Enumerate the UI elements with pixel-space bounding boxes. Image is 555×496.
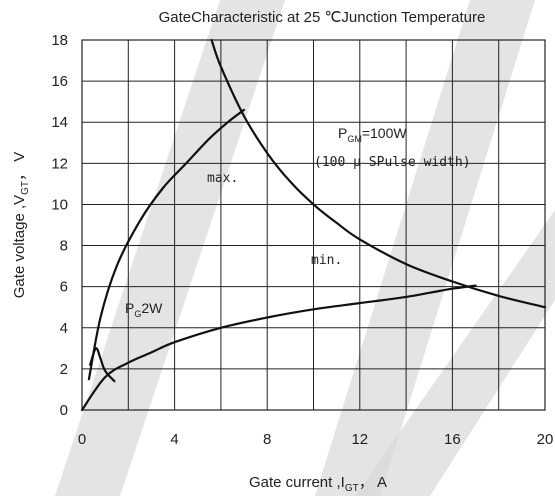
x-axis-label-unit: ， A bbox=[359, 474, 387, 491]
pgm-label-main: P bbox=[338, 125, 347, 141]
curve-min bbox=[80, 284, 477, 412]
pg-label-value: 2W bbox=[141, 300, 163, 316]
watermark-stripe-3 bbox=[355, 210, 555, 496]
pg-label: PG2W bbox=[125, 300, 163, 319]
pulse-width-label: (100 μ SPulse width) bbox=[314, 155, 471, 170]
min-label: min. bbox=[311, 253, 342, 268]
x-tick-label: 16 bbox=[444, 431, 461, 448]
y-axis-tick-labels: 0 2 4 6 8 10 12 14 16 18 bbox=[51, 32, 68, 419]
y-tick-label: 14 bbox=[51, 114, 68, 131]
pg-label-main: P bbox=[125, 300, 134, 316]
x-tick-label: 20 bbox=[537, 431, 554, 448]
y-tick-label: 8 bbox=[60, 238, 68, 255]
y-axis-label-unit: ， V bbox=[11, 152, 28, 181]
pgm-label-value: =100W bbox=[362, 125, 408, 141]
max-label: max. bbox=[207, 171, 238, 186]
x-axis-label-text: Gate current ,I bbox=[249, 474, 345, 491]
y-tick-label: 2 bbox=[60, 361, 68, 378]
x-tick-label: 0 bbox=[78, 431, 86, 448]
grid-lines bbox=[82, 40, 545, 410]
watermark-stripe-1 bbox=[55, 0, 285, 496]
x-axis-label-sub: GT bbox=[345, 483, 359, 494]
x-tick-label: 4 bbox=[170, 431, 178, 448]
watermark-stripe-2 bbox=[315, 0, 535, 496]
pg-label-sub: G bbox=[134, 309, 141, 319]
y-tick-label: 0 bbox=[60, 402, 68, 419]
x-axis-label: Gate current ,IGT， A bbox=[249, 474, 387, 494]
x-tick-label: 12 bbox=[351, 431, 368, 448]
pgm-label: PGM=100W bbox=[338, 125, 407, 144]
watermark-stripes bbox=[55, 0, 555, 496]
y-tick-label: 6 bbox=[60, 279, 68, 296]
pgm-label-sub: GM bbox=[347, 134, 362, 144]
curve-pgm bbox=[210, 38, 547, 309]
y-tick-label: 18 bbox=[51, 32, 68, 49]
y-tick-label: 16 bbox=[51, 73, 68, 90]
curves bbox=[80, 38, 547, 412]
curve-pg bbox=[89, 347, 116, 383]
y-axis-label-sub: GT bbox=[20, 181, 31, 195]
y-tick-label: 10 bbox=[51, 196, 68, 213]
y-tick-label: 4 bbox=[60, 320, 68, 337]
x-tick-label: 8 bbox=[263, 431, 271, 448]
curve-max bbox=[87, 108, 246, 381]
y-axis-label: Gate voltage ,VGT， V bbox=[11, 152, 31, 298]
chart-title: GateCharacteristic at 25 ℃Junction Tempe… bbox=[159, 9, 486, 26]
y-axis-label-text: Gate voltage ,V bbox=[11, 195, 28, 298]
y-tick-label: 12 bbox=[51, 155, 68, 172]
x-axis-tick-labels: 0 4 8 12 16 20 bbox=[78, 431, 554, 448]
